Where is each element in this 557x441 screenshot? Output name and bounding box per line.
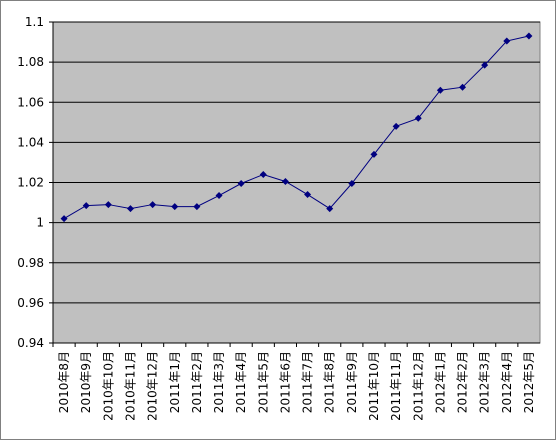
x-tick-label: 2011年12月 bbox=[411, 351, 425, 421]
data-point bbox=[414, 114, 422, 122]
x-tick-label: 2011年10月 bbox=[367, 351, 381, 421]
data-point bbox=[481, 61, 489, 69]
x-tick-label: 2012年2月 bbox=[456, 351, 470, 413]
y-tick-label: 1.06 bbox=[17, 95, 44, 109]
data-point bbox=[60, 215, 68, 223]
data-point bbox=[370, 150, 378, 158]
x-tick-label: 2010年10月 bbox=[101, 351, 115, 421]
data-line bbox=[63, 35, 530, 220]
x-tick-label: 2012年3月 bbox=[478, 351, 492, 413]
y-tick-label: 1.02 bbox=[17, 176, 44, 190]
data-point bbox=[82, 202, 90, 210]
data-point bbox=[326, 205, 334, 213]
y-tick-label: 0.96 bbox=[17, 296, 44, 310]
x-tick-label: 2011年9月 bbox=[345, 351, 359, 413]
x-tick-label: 2011年5月 bbox=[256, 351, 270, 413]
data-point bbox=[459, 83, 467, 91]
x-tick-label: 2011年11月 bbox=[389, 351, 403, 421]
x-tick-label: 2010年12月 bbox=[146, 351, 160, 421]
y-tick-label: 1.08 bbox=[17, 55, 44, 69]
x-tick-label: 2010年9月 bbox=[79, 351, 93, 413]
x-tick-label: 2011年6月 bbox=[278, 351, 292, 413]
x-tick-label: 2012年4月 bbox=[500, 351, 514, 413]
data-point bbox=[149, 201, 157, 209]
data-point bbox=[436, 86, 444, 94]
x-tick-label: 2011年2月 bbox=[190, 351, 204, 413]
data-point bbox=[126, 205, 134, 213]
y-tick-label: 1.1 bbox=[25, 15, 44, 29]
x-tick-label: 2010年8月 bbox=[57, 351, 71, 413]
y-tick-label: 0.98 bbox=[17, 256, 44, 270]
data-point bbox=[259, 170, 267, 178]
x-tick-label: 2012年5月 bbox=[522, 351, 536, 413]
data-point bbox=[503, 37, 511, 45]
data-point bbox=[171, 203, 179, 211]
data-point bbox=[281, 177, 289, 185]
data-point bbox=[237, 180, 245, 188]
data-point bbox=[104, 201, 112, 209]
y-tick-label: 1.04 bbox=[17, 135, 44, 149]
x-tick-label: 2011年8月 bbox=[323, 351, 337, 413]
x-tick-label: 2012年1月 bbox=[433, 351, 447, 413]
x-tick-label: 2010年11月 bbox=[123, 351, 137, 421]
data-point bbox=[392, 122, 400, 130]
data-point bbox=[348, 180, 356, 188]
x-tick-label: 2011年7月 bbox=[301, 351, 315, 413]
x-tick-label: 2011年3月 bbox=[212, 351, 226, 413]
data-point bbox=[304, 191, 312, 199]
data-point bbox=[215, 192, 223, 200]
x-tick-label: 2011年4月 bbox=[234, 351, 248, 413]
data-point bbox=[525, 32, 533, 40]
y-tick-label: 0.94 bbox=[17, 336, 44, 350]
x-tick-label: 2011年1月 bbox=[168, 351, 182, 413]
data-point bbox=[193, 203, 201, 211]
y-tick-label: 1 bbox=[36, 216, 44, 230]
